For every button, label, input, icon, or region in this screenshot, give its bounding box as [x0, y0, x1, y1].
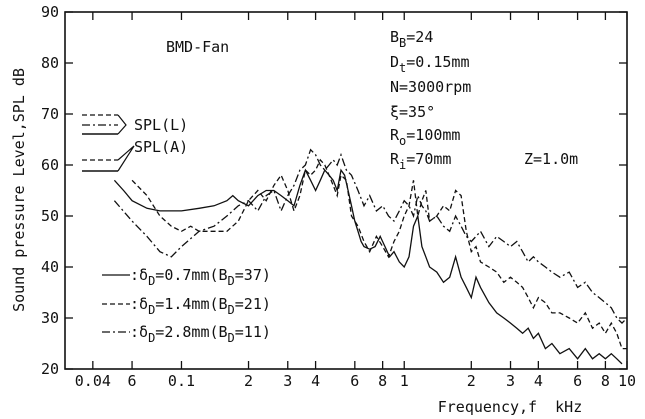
legend-label-1: :δD=1.4mm(BD=21)	[130, 295, 271, 317]
legend-label-0: :δD=0.7mm(BD=37)	[130, 266, 271, 288]
x-tick-label: 3	[283, 372, 292, 390]
y-tick-label: 20	[41, 360, 59, 378]
series-line-solid	[113, 168, 623, 365]
x-tick-label: 3	[506, 372, 515, 390]
series-line-dashed	[131, 158, 627, 350]
spl-l-label: SPL(L)	[134, 116, 188, 134]
x-tick-label: 0.04	[75, 372, 111, 390]
y-tick-label: 80	[41, 54, 59, 72]
param-dt: Dt=0.15mm	[390, 53, 469, 75]
x-tick-label: 4	[311, 372, 320, 390]
x-tick-label: 6	[128, 372, 137, 390]
x-tick-label: 8	[601, 372, 610, 390]
x-tick-label: 6	[573, 372, 582, 390]
y-tick-label: 90	[41, 3, 59, 21]
x-axis-title: Frequency,f kHz	[438, 398, 583, 416]
param-z: Z=1.0m	[524, 150, 578, 168]
x-tick-label: 10	[618, 372, 636, 390]
series-layer	[113, 148, 628, 365]
param-xi: ξ=35°	[390, 103, 435, 121]
x-tick-label: 1	[400, 372, 409, 390]
plot-frame	[64, 11, 628, 370]
x-tick-label: 2	[244, 372, 253, 390]
y-tick-label: 50	[41, 207, 59, 225]
x-tick-label: 8	[378, 372, 387, 390]
y-tick-label: 60	[41, 156, 59, 174]
x-tick-label: 2	[467, 372, 476, 390]
series-line-dashdot	[113, 148, 628, 325]
fan-label: BMD-Fan	[166, 38, 229, 56]
x-tick-label: 6	[350, 372, 359, 390]
y-tick-label: 30	[41, 309, 59, 327]
param-n: N=3000rpm	[390, 78, 471, 96]
param-ri: Ri=70mm	[390, 150, 451, 172]
spl-l-bracket	[117, 114, 127, 135]
x-tick-label: 0.1	[168, 372, 195, 390]
y-tick-label: 40	[41, 258, 59, 276]
x-tick-label: 4	[534, 372, 543, 390]
y-tick-label: 70	[41, 105, 59, 123]
spl-a-bracket	[117, 145, 135, 172]
param-ro: Ro=100mm	[390, 126, 460, 148]
param-bb: BB=24	[390, 28, 433, 50]
y-axis-title: Sound pressure Level,SPL dB	[10, 68, 28, 312]
grid-ticks	[65, 11, 628, 370]
spl-a-label: SPL(A)	[134, 138, 188, 156]
legend-label-2: :δD=2.8mm(BD=11)	[130, 323, 271, 345]
spl-key: SPL(L) SPL(A)	[82, 114, 188, 172]
series-legend: :δD=0.7mm(BD=37) :δD=1.4mm(BD=21) :δD=2.…	[102, 266, 271, 345]
